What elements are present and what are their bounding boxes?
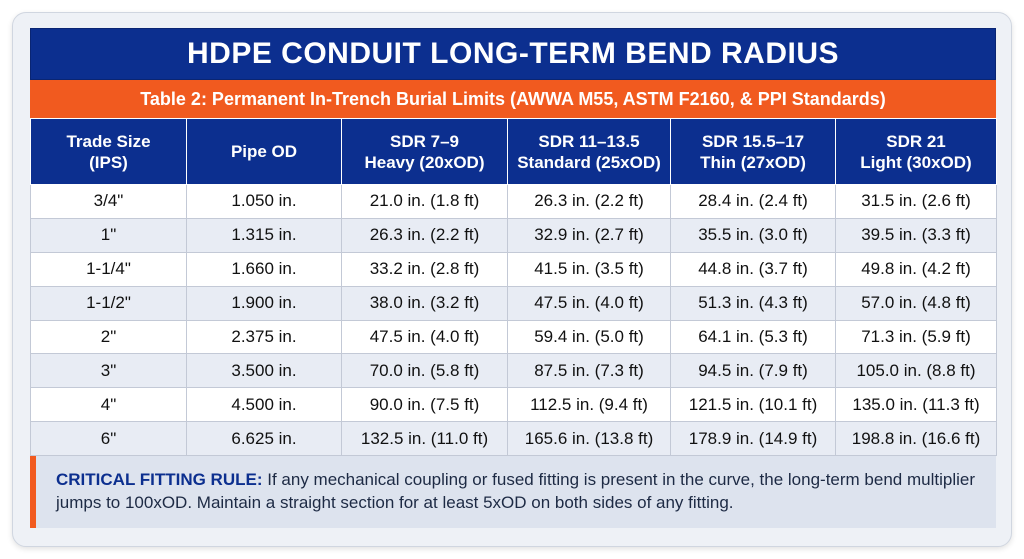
column-header-line: Trade Size (66, 131, 151, 151)
column-header-line: SDR 11–13.5 (538, 131, 640, 151)
column-header: SDR 15.5–17 Thin (27xOD) (670, 118, 836, 185)
table-cell: 47.5 in. (4.0 ft) (507, 285, 671, 321)
table-cell: 38.0 in. (3.2 ft) (341, 285, 508, 321)
table-cell: 2" (30, 319, 187, 355)
table-cell: 4" (30, 387, 187, 423)
table-cell: 47.5 in. (4.0 ft) (341, 319, 508, 355)
table-cell: 1-1/4" (30, 251, 187, 287)
table-cell: 33.2 in. (2.8 ft) (341, 251, 508, 287)
column-header-line: Heavy (20xOD) (364, 152, 485, 172)
table-cell: 39.5 in. (3.3 ft) (835, 217, 997, 253)
table-row: 3" 3.500 in. 70.0 in. (5.8 ft) 87.5 in. (7.… (30, 353, 997, 389)
column-header-line: Standard (25xOD) (517, 152, 661, 172)
table-cell: 41.5 in. (3.5 ft) (507, 251, 671, 287)
column-header: SDR 7–9 Heavy (20xOD) (341, 118, 508, 185)
table-row: 6" 6.625 in. 132.5 in. (11.0 ft) 165.6 in. … (30, 421, 997, 457)
table-cell: 32.9 in. (2.7 ft) (507, 217, 671, 253)
table-cell: 64.1 in. (5.3 ft) (670, 319, 836, 355)
table-panel: HDPE CONDUIT LONG-TERM BEND RADIUS Table… (30, 28, 997, 457)
table-header: Trade Size (IPS) Pipe OD SDR 7–9 Heavy (20xO… (30, 118, 997, 185)
column-header: SDR 21 Light (30xOD) (835, 118, 997, 185)
table-cell: 3.500 in. (186, 353, 342, 389)
table-row: 1" 1.315 in. 26.3 in. (2.2 ft) 32.9 in. (2.… (30, 217, 997, 253)
table-cell: 21.0 in. (1.8 ft) (341, 184, 508, 219)
column-header-line: SDR 21 (886, 131, 946, 151)
table-row: 1-1/4" 1.660 in. 33.2 in. (2.8 ft) 41.5 in.… (30, 251, 997, 287)
table-cell: 165.6 in. (13.8 ft) (507, 421, 671, 457)
column-header-line: (IPS) (89, 152, 128, 172)
table-row: 2" 2.375 in. 47.5 in. (4.0 ft) 59.4 in. (5.… (30, 319, 997, 355)
rule-label: CRITICAL FITTING RULE: (56, 470, 263, 489)
table-body: 3/4" 1.050 in. 21.0 in. (1.8 ft) 26.3 in. (… (30, 184, 997, 457)
table-cell: 94.5 in. (7.9 ft) (670, 353, 836, 389)
column-header: Trade Size (IPS) (30, 118, 187, 185)
table-row: 4" 4.500 in. 90.0 in. (7.5 ft) 112.5 in. (9… (30, 387, 997, 423)
table-cell: 31.5 in. (2.6 ft) (835, 184, 997, 219)
table-cell: 6.625 in. (186, 421, 342, 457)
table-cell: 4.500 in. (186, 387, 342, 423)
table-subtitle: Table 2: Permanent In-Trench Burial Limi… (30, 80, 996, 118)
column-header-line: Light (30xOD) (860, 152, 972, 172)
table-cell: 2.375 in. (186, 319, 342, 355)
table-cell: 70.0 in. (5.8 ft) (341, 353, 508, 389)
column-header: SDR 11–13.5 Standard (25xOD) (507, 118, 671, 185)
critical-fitting-rule: CRITICAL FITTING RULE: If any mechanical… (30, 456, 996, 528)
table-cell: 1.315 in. (186, 217, 342, 253)
table-cell: 44.8 in. (3.7 ft) (670, 251, 836, 287)
table-cell: 49.8 in. (4.2 ft) (835, 251, 997, 287)
table-cell: 71.3 in. (5.9 ft) (835, 319, 997, 355)
table-row: 1-1/2" 1.900 in. 38.0 in. (3.2 ft) 47.5 in.… (30, 285, 997, 321)
table-row: 3/4" 1.050 in. 21.0 in. (1.8 ft) 26.3 in. (… (30, 184, 997, 219)
column-header-line: SDR 15.5–17 (701, 131, 805, 151)
table-cell: 26.3 in. (2.2 ft) (341, 217, 508, 253)
table-cell: 1.050 in. (186, 184, 342, 219)
table-cell: 1" (30, 217, 187, 253)
table-cell: 3" (30, 353, 187, 389)
table-cell: 51.3 in. (4.3 ft) (670, 285, 836, 321)
table-cell: 1.900 in. (186, 285, 342, 321)
rule-text: If any mechanical coupling or fused fitt… (56, 470, 975, 512)
page-title: HDPE CONDUIT LONG-TERM BEND RADIUS (30, 28, 996, 80)
table-cell: 90.0 in. (7.5 ft) (341, 387, 508, 423)
table-cell: 178.9 in. (14.9 ft) (670, 421, 836, 457)
column-header-line: Pipe OD (230, 142, 298, 161)
table-cell: 198.8 in. (16.6 ft) (835, 421, 997, 457)
column-header-line: SDR 7–9 (390, 131, 459, 151)
table-cell: 112.5 in. (9.4 ft) (507, 387, 671, 423)
table-cell: 6" (30, 421, 187, 457)
table-cell: 59.4 in. (5.0 ft) (507, 319, 671, 355)
table-cell: 105.0 in. (8.8 ft) (835, 353, 997, 389)
table-cell: 87.5 in. (7.3 ft) (507, 353, 671, 389)
table-cell: 57.0 in. (4.8 ft) (835, 285, 997, 321)
table-cell: 3/4" (30, 184, 187, 219)
table-cell: 35.5 in. (3.0 ft) (670, 217, 836, 253)
header-row: Trade Size (IPS) Pipe OD SDR 7–9 Heavy (20xO… (30, 118, 997, 185)
table-cell: 1.660 in. (186, 251, 342, 287)
table-cell: 135.0 in. (11.3 ft) (835, 387, 997, 423)
table-cell: 28.4 in. (2.4 ft) (670, 184, 836, 219)
bend-radius-table: Trade Size (IPS) Pipe OD SDR 7–9 Heavy (20xO… (30, 118, 997, 457)
table-cell: 132.5 in. (11.0 ft) (341, 421, 508, 457)
table-cell: 121.5 in. (10.1 ft) (670, 387, 836, 423)
table-cell: 26.3 in. (2.2 ft) (507, 184, 671, 219)
column-header: Pipe OD (186, 118, 342, 185)
table-cell: 1-1/2" (30, 285, 187, 321)
column-header-line: Thin (27xOD) (700, 152, 806, 172)
